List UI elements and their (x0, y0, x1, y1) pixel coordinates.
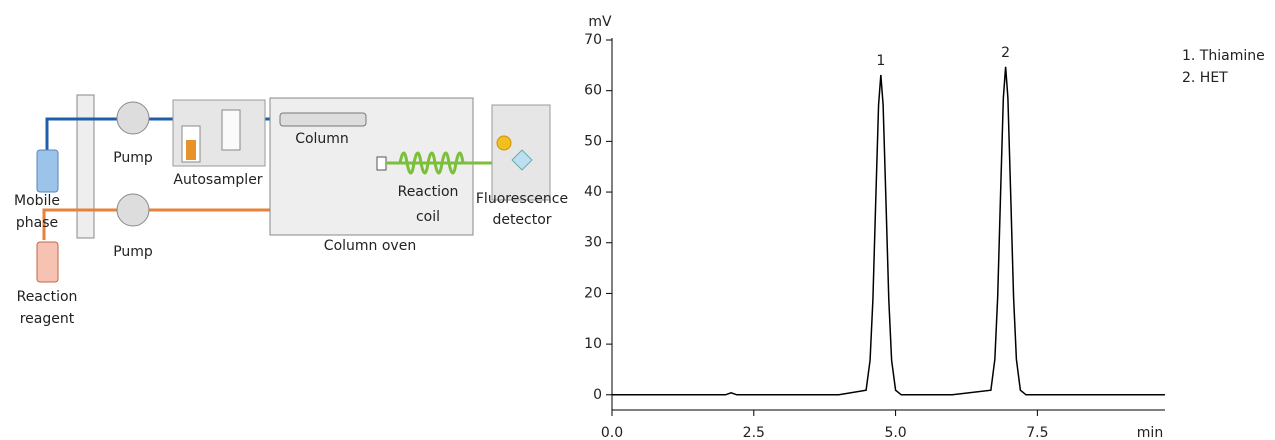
x-axis-label: min (1137, 425, 1163, 440)
label: Column (295, 131, 349, 147)
syringe (221, 109, 241, 151)
label: Fluorescence (476, 191, 568, 207)
x-tick-label: 0.0 (601, 425, 623, 440)
label: coil (416, 209, 440, 225)
peak-label: 2 (1001, 45, 1010, 61)
flow-cell (511, 149, 533, 171)
chromatogram-line (612, 66, 1165, 396)
legend-note: 2. HET (1182, 70, 1228, 86)
column-shape (279, 112, 367, 127)
y-tick-label: 0 (593, 387, 602, 403)
peak-label: 1 (876, 53, 885, 69)
y-tick-label: 20 (584, 285, 602, 301)
y-tick-label: 30 (584, 235, 602, 251)
pump-top-shape (116, 101, 150, 135)
label: phase (16, 215, 58, 231)
lamp (496, 135, 512, 151)
y-tick-label: 10 (584, 336, 602, 352)
y-axis-label: mV (588, 14, 612, 30)
label: Column oven (324, 238, 416, 254)
label: Autosampler (173, 172, 262, 188)
pump-bottom-shape (116, 193, 150, 227)
label: reagent (20, 311, 75, 327)
y-tick-label: 40 (584, 184, 602, 200)
label: detector (492, 212, 551, 228)
legend-note: 1. Thiamine (1182, 48, 1265, 64)
y-tick-label: 60 (584, 83, 602, 99)
reagent-bottle (36, 241, 59, 283)
label: Pump (113, 244, 153, 260)
label: Pump (113, 150, 153, 166)
degasser (76, 94, 95, 239)
y-tick-label: 50 (584, 133, 602, 149)
x-tick-label: 2.5 (743, 425, 765, 440)
flow-diagram: Mobile phase Pump Autosampler Column Rea… (14, 94, 568, 327)
label: Mobile (14, 193, 60, 209)
y-tick-label: 70 (584, 32, 602, 48)
coil (398, 151, 465, 175)
mixer (376, 156, 387, 171)
sample (186, 140, 196, 160)
x-tick-label: 5.0 (884, 425, 906, 440)
label: Reaction (398, 184, 459, 200)
label: Reaction (17, 289, 78, 305)
mobile-bottle (36, 149, 59, 193)
x-tick-label: 7.5 (1026, 425, 1048, 440)
